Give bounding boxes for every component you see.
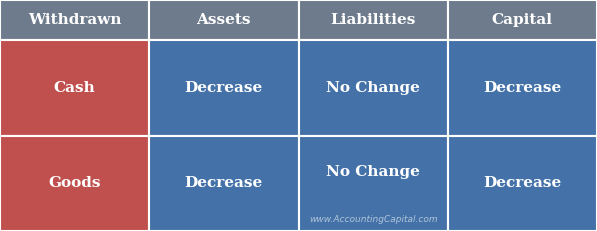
Bar [448,136,597,231]
Bar [149,136,298,231]
Bar [298,136,448,231]
Text: www.AccountingCapital.com: www.AccountingCapital.com [309,215,438,224]
Bar [298,40,448,136]
Text: No Change: No Change [326,165,420,179]
Bar [149,0,298,40]
Text: Assets: Assets [196,13,251,27]
Bar [448,40,597,136]
Text: Withdrawn: Withdrawn [28,13,121,27]
Bar [0,136,149,231]
Text: Capital: Capital [492,13,553,27]
Bar [298,0,448,40]
Text: Liabilities: Liabilities [330,13,416,27]
Bar [0,0,149,40]
Text: Goods: Goods [48,176,101,190]
Bar [448,0,597,40]
Bar [149,40,298,136]
Text: Decrease: Decrease [184,176,263,190]
Text: Decrease: Decrease [483,176,562,190]
Bar [0,40,149,136]
Text: Cash: Cash [54,81,96,95]
Text: No Change: No Change [326,81,420,95]
Text: Decrease: Decrease [483,81,562,95]
Text: Decrease: Decrease [184,81,263,95]
